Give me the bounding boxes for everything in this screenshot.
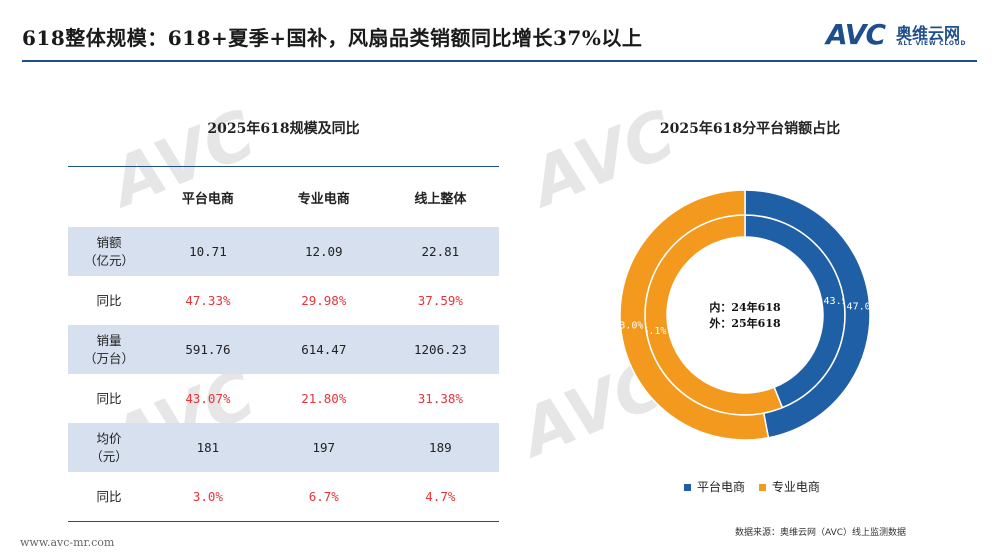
chart-title: 2025年618分平台销额占比 (659, 121, 841, 137)
data-source: 数据来源：奥维云网（AVC）线上监测数据 (735, 528, 907, 538)
avc-logo: AVC 奥维云网 ALL VIEW CLOUD (826, 18, 976, 52)
donut-chart: 43.9% 56.1% 47.0% 53.0% 内：24年618 外：25年618 (620, 190, 870, 441)
table-cell: 12.09 (265, 227, 382, 276)
column-header: 线上整体 (381, 166, 499, 227)
row-label: 同比 (96, 292, 122, 308)
row-label: 同比 (68, 472, 150, 522)
title-divider (22, 60, 977, 62)
page-title: 618整体规模：618+夏季+国补，风扇品类销额同比增长37%以上 (22, 26, 643, 50)
slice-label: 56.1% (636, 326, 666, 337)
table-cell: 22.81 (381, 227, 499, 276)
donut-slice-outer-1 (620, 190, 770, 441)
table-cell: 31.38% (417, 391, 463, 406)
table-cell: 43.07% (185, 391, 231, 406)
table-cell: 3.0% (150, 472, 266, 522)
legend-item: 平台电商 (684, 478, 745, 495)
table-row: 同比 47.33% 29.98% 37.59% (68, 276, 499, 325)
center-label: 外：25年618 (708, 316, 781, 330)
table-cell: 29.98% (301, 293, 347, 308)
slice-label: 47.0% (847, 301, 870, 312)
chart-legend: 平台电商 专业电商 (684, 478, 830, 495)
row-label: 销额 （亿元） (68, 227, 150, 276)
table-row: 同比 43.07% 21.80% 31.38% (68, 374, 499, 423)
logo-subtitle: ALL VIEW CLOUD (898, 40, 967, 47)
table-cell: 10.71 (150, 227, 266, 276)
legend-item: 专业电商 (758, 478, 820, 495)
table-cell: 6.7% (265, 472, 382, 522)
table-cell: 189 (381, 423, 499, 472)
table-row: 销量 （万台） 591.76 614.47 1206.23 (68, 325, 499, 374)
row-label: 均价 （元） (68, 423, 150, 472)
table-cell: 21.80% (301, 391, 347, 406)
legend-swatch (684, 484, 691, 491)
slice-label: 43.9% (824, 296, 854, 307)
center-label: 内：24年618 (709, 300, 781, 314)
legend-swatch (758, 484, 766, 491)
footer-url: www.avc-mr.com (20, 536, 115, 549)
table-cell: 37.59% (417, 293, 463, 308)
table-row: 同比 3.0% 6.7% 4.7% (68, 472, 499, 522)
table-cell: 181 (150, 423, 266, 472)
table-cell: 4.7% (381, 472, 499, 522)
table-cell: 1206.23 (381, 325, 499, 374)
logo-cn-text: 奥维云网 (896, 24, 961, 43)
column-header: 专业电商 (265, 166, 382, 227)
row-label: 销量 （万台） (68, 325, 150, 374)
logo-text: AVC (826, 18, 886, 51)
column-header (68, 166, 150, 227)
table-cell: 47.33% (185, 293, 231, 308)
column-header: 平台电商 (150, 166, 266, 227)
row-label: 同比 (96, 390, 122, 406)
table-cell: 591.76 (150, 325, 266, 374)
table-row: 销额 （亿元） 10.71 12.09 22.81 (68, 227, 499, 276)
table-title: 2025年618规模及同比 (207, 121, 360, 137)
table-cell: 614.47 (265, 325, 382, 374)
scale-table: 平台电商 专业电商 线上整体 销额 （亿元） 10.71 12.09 22.81 … (68, 166, 499, 522)
table-cell: 197 (265, 423, 382, 472)
slice-label: 53.0% (620, 321, 643, 332)
table-row: 均价 （元） 181 197 189 (68, 423, 499, 472)
